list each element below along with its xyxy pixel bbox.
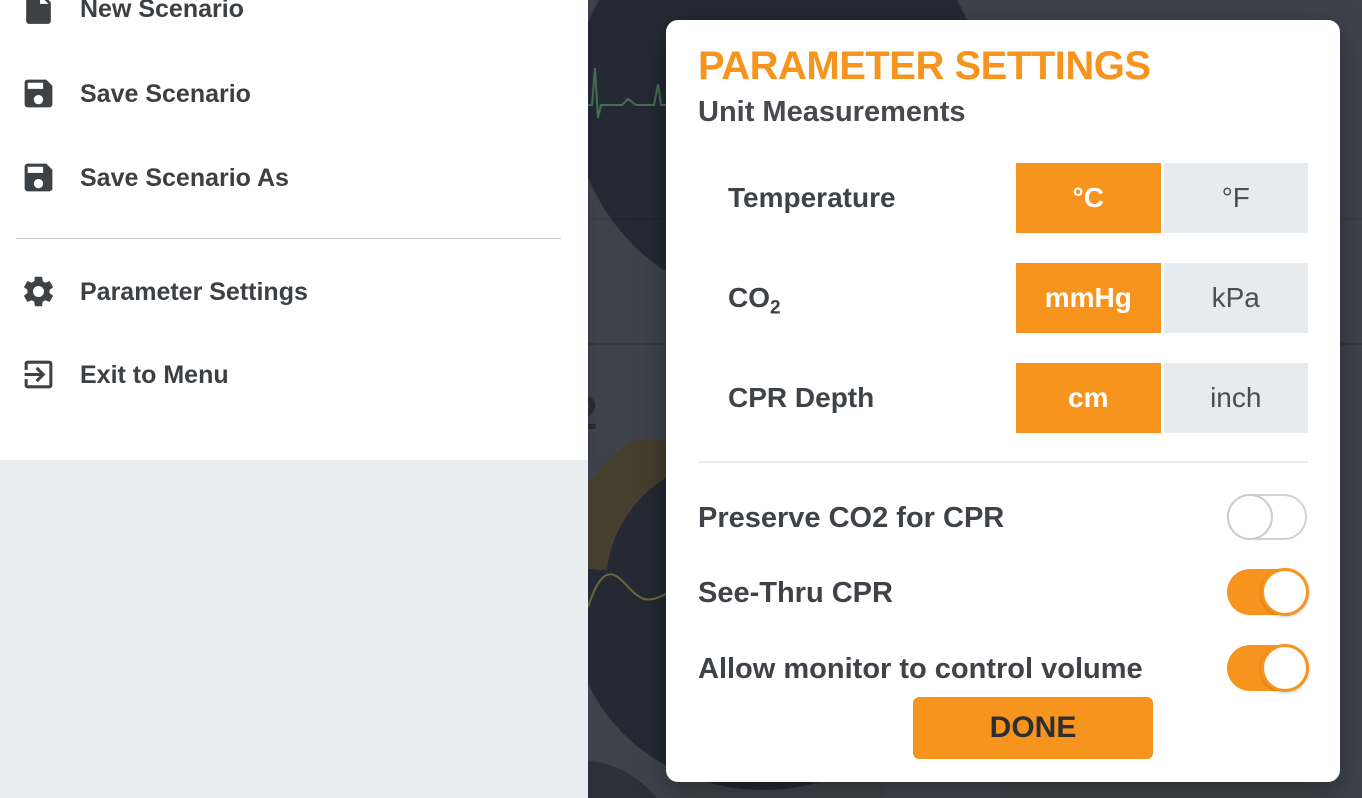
ecg-waveform xyxy=(588,67,668,119)
menu-item-new-scenario[interactable]: New Scenario xyxy=(0,0,588,38)
co2-option-kpa[interactable]: kPa xyxy=(1163,263,1308,333)
parameter-settings-modal: PARAMETER SETTINGS Unit Measurements Tem… xyxy=(666,20,1340,782)
see-thru-cpr-toggle[interactable] xyxy=(1227,568,1309,616)
temperature-option-celsius[interactable]: °C xyxy=(1016,163,1161,233)
temperature-label: Temperature xyxy=(728,182,896,213)
sidebar: New Scenario Save Scenario Save Scenario… xyxy=(0,0,588,798)
menu-divider xyxy=(16,238,561,239)
modal-divider xyxy=(698,461,1308,463)
preserve-co2-toggle[interactable] xyxy=(1227,494,1307,540)
co2-label: CO2 xyxy=(728,281,781,326)
cpr-depth-option-cm[interactable]: cm xyxy=(1016,363,1161,433)
monitor-dial-bottom xyxy=(588,760,678,798)
co2-option-mmhg[interactable]: mmHg xyxy=(1016,263,1161,333)
menu-item-exit-to-menu[interactable]: Exit to Menu xyxy=(0,356,588,404)
save-icon xyxy=(20,159,57,196)
done-button[interactable]: DONE xyxy=(913,697,1153,759)
co2-unit-switch: mmHg kPa xyxy=(1016,263,1308,333)
modal-subtitle: Unit Measurements xyxy=(698,96,966,128)
monitor-volume-label: Allow monitor to control volume xyxy=(698,653,1143,685)
menu-item-save-scenario-as[interactable]: Save Scenario As xyxy=(0,159,588,207)
monitor-value-digit: 2 xyxy=(588,386,598,440)
cpr-depth-option-inch[interactable]: inch xyxy=(1163,363,1308,433)
menu-item-label: Save Scenario xyxy=(80,80,251,108)
cpr-depth-label: CPR Depth xyxy=(728,382,875,413)
monitor-bottom-bar xyxy=(885,780,1000,798)
load-scenario-panel: Load Scenario Infections Adult Shock xyxy=(0,460,588,798)
monitor-volume-toggle[interactable] xyxy=(1227,644,1309,692)
preserve-co2-label: Preserve CO2 for CPR xyxy=(698,502,1005,534)
save-icon xyxy=(20,75,57,112)
exit-icon xyxy=(20,356,57,393)
modal-title: PARAMETER SETTINGS xyxy=(698,44,1151,88)
toggle-knob xyxy=(1227,494,1273,540)
co2-label-subscript: 2 xyxy=(770,297,781,319)
menu-item-parameter-settings[interactable]: Parameter Settings xyxy=(0,273,588,321)
see-thru-cpr-label: See-Thru CPR xyxy=(698,577,893,609)
menu-item-save-scenario[interactable]: Save Scenario xyxy=(0,75,588,123)
cpr-depth-unit-switch: cm inch xyxy=(1016,363,1308,433)
menu-item-label: Parameter Settings xyxy=(80,278,308,306)
toggle-knob xyxy=(1261,568,1309,616)
menu-item-label: Save Scenario As xyxy=(80,164,289,192)
new-file-icon xyxy=(20,0,57,27)
capno-waveform xyxy=(588,573,668,608)
menu-item-label: New Scenario xyxy=(80,0,244,23)
toggle-knob xyxy=(1261,644,1309,692)
temperature-option-fahrenheit[interactable]: °F xyxy=(1163,163,1308,233)
gear-icon xyxy=(20,273,57,310)
menu-item-label: Exit to Menu xyxy=(80,361,229,389)
gauge-arc xyxy=(588,440,668,570)
co2-label-text: CO xyxy=(728,282,770,313)
temperature-unit-switch: °C °F xyxy=(1016,163,1308,233)
scenario-menu: New Scenario Save Scenario Save Scenario… xyxy=(0,0,588,460)
